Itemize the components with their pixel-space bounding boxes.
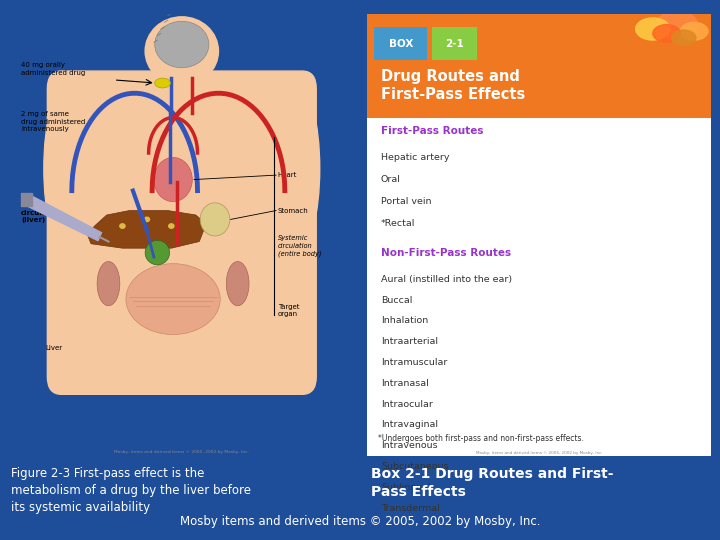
Ellipse shape — [120, 224, 125, 228]
Text: Mosby, items and derived items © 2005, 2002 by Mosby, Inc.: Mosby, items and derived items © 2005, 2… — [476, 451, 603, 455]
Ellipse shape — [200, 203, 230, 236]
Text: BOX: BOX — [389, 39, 413, 49]
Text: Intraarterial: Intraarterial — [381, 337, 438, 346]
Text: Subcutaneous: Subcutaneous — [381, 462, 449, 471]
Text: Aural (instilled into the ear): Aural (instilled into the ear) — [381, 275, 512, 284]
Ellipse shape — [636, 18, 670, 40]
Text: *Rectal: *Rectal — [381, 219, 415, 228]
Text: First-Pass Routes: First-Pass Routes — [381, 126, 483, 137]
Ellipse shape — [680, 22, 708, 40]
Text: Box 2-1 Drug Routes and First-
Pass Effects: Box 2-1 Drug Routes and First- Pass Effe… — [371, 467, 613, 499]
Ellipse shape — [144, 217, 150, 221]
Ellipse shape — [226, 261, 249, 306]
Ellipse shape — [97, 261, 120, 306]
Polygon shape — [88, 211, 206, 248]
Ellipse shape — [145, 17, 218, 85]
Text: Intravenous: Intravenous — [381, 441, 438, 450]
Text: *Undergoes both first-pass and non-first-pass effects.: *Undergoes both first-pass and non-first… — [377, 434, 583, 443]
FancyBboxPatch shape — [48, 71, 316, 394]
Ellipse shape — [653, 25, 680, 42]
Text: Target
organ: Target organ — [278, 303, 300, 316]
Ellipse shape — [168, 224, 174, 228]
Polygon shape — [21, 193, 32, 206]
Bar — [367, 14, 711, 118]
Ellipse shape — [672, 30, 696, 45]
Text: Buccal: Buccal — [381, 295, 413, 305]
Text: Drug Routes and
First-Pass Effects: Drug Routes and First-Pass Effects — [381, 69, 525, 102]
Text: Portal vein: Portal vein — [381, 197, 431, 206]
Text: Mosby, items and derived items © 2005, 2002 by Mosby, Inc.: Mosby, items and derived items © 2005, 2… — [114, 450, 249, 454]
Text: Intramuscular: Intramuscular — [381, 358, 447, 367]
Ellipse shape — [155, 78, 171, 88]
Bar — [367, 118, 711, 456]
Text: Non-First-Pass Routes: Non-First-Pass Routes — [381, 248, 511, 258]
Ellipse shape — [154, 158, 192, 201]
Ellipse shape — [274, 84, 320, 253]
Text: Transdermal: Transdermal — [381, 504, 440, 512]
Text: 2 mg of same
drug administered
intravenously: 2 mg of same drug administered intraveno… — [21, 111, 86, 132]
Ellipse shape — [155, 21, 209, 68]
Text: 40 mg orally
administered drug: 40 mg orally administered drug — [21, 62, 86, 76]
Ellipse shape — [145, 240, 170, 265]
Ellipse shape — [126, 264, 220, 334]
Text: Stomach: Stomach — [278, 207, 309, 213]
Text: 2-1: 2-1 — [445, 39, 464, 49]
Bar — [158, 80, 206, 113]
Text: Inhalation: Inhalation — [381, 316, 428, 326]
Text: Intraocular: Intraocular — [381, 400, 433, 409]
Text: Oral: Oral — [381, 175, 401, 184]
Bar — [374, 27, 428, 60]
Text: Sublingual: Sublingual — [381, 483, 431, 492]
Text: Liver: Liver — [45, 345, 63, 351]
Text: Heart: Heart — [278, 172, 297, 178]
Text: Intravaginal: Intravaginal — [381, 421, 438, 429]
Ellipse shape — [44, 84, 89, 253]
Bar — [432, 27, 477, 60]
Text: Portal
circulation
(liver): Portal circulation (liver) — [21, 202, 63, 223]
Text: Figure 2-3 First-pass effect is the
metabolism of a drug by the liver before
its: Figure 2-3 First-pass effect is the meta… — [11, 467, 251, 514]
Text: Intranasal: Intranasal — [381, 379, 428, 388]
Ellipse shape — [657, 11, 698, 38]
Polygon shape — [23, 195, 102, 241]
Text: Systemic
circulation
(entire body): Systemic circulation (entire body) — [278, 235, 321, 257]
Text: Hepatic artery: Hepatic artery — [381, 153, 449, 162]
Text: Mosby items and derived items © 2005, 2002 by Mosby, Inc.: Mosby items and derived items © 2005, 20… — [180, 515, 540, 528]
